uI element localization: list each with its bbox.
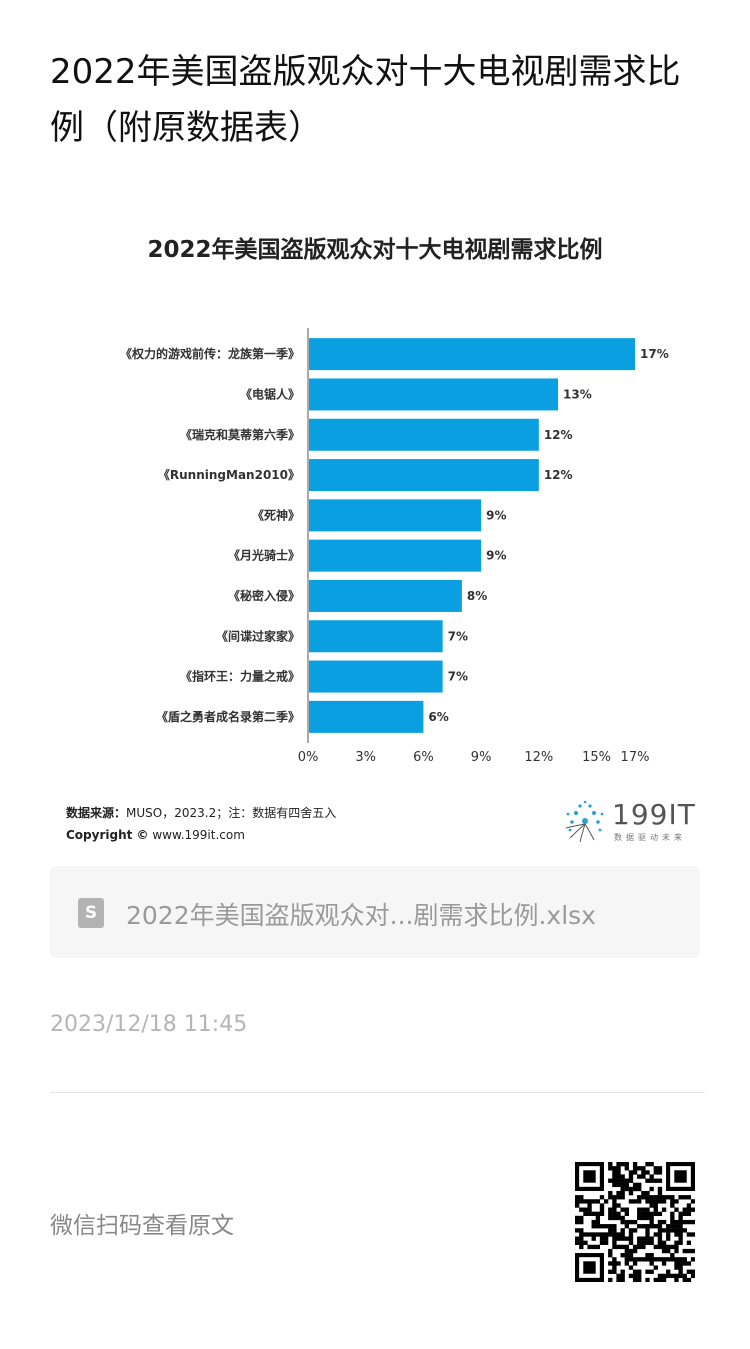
- divider: [50, 1092, 705, 1093]
- logo-text: 199IT: [612, 798, 696, 831]
- source-label: 数据来源：: [66, 806, 127, 820]
- bar: [309, 620, 443, 653]
- category-label: 《盾之勇者成名录第二季》: [156, 709, 300, 724]
- chart-source: 数据来源：MUSO，2023.2；注：数据有四舍五入 Copyright © w…: [66, 802, 336, 846]
- x-tick-label: 12%: [524, 750, 553, 765]
- category-label: 《电锯人》: [240, 386, 300, 401]
- category-label: 《秘密入侵》: [228, 588, 300, 603]
- bar: [309, 579, 462, 612]
- bar-value-label: 12%: [544, 428, 573, 442]
- chart-image: 2022年美国盗版观众对十大电视剧需求比例 《权力的游戏前传：龙族第一季》 17%…: [0, 210, 750, 860]
- attachment-file-card[interactable]: S 2022年美国盗版观众对...剧需求比例.xlsx: [50, 866, 700, 958]
- bar: [309, 539, 482, 572]
- category-label: 《指环王：力量之戒》: [180, 669, 300, 684]
- category-label: 《死神》: [252, 507, 300, 522]
- bar-value-label: 8%: [467, 589, 487, 603]
- page-title: 2022年美国盗版观众对十大电视剧需求比例（附原数据表）: [50, 52, 681, 148]
- category-label: 《瑞克和莫蒂第六季》: [180, 427, 300, 442]
- bar: [309, 700, 424, 733]
- category-label: 《RunningMan2010》: [158, 467, 300, 482]
- chart-title: 2022年美国盗版观众对十大电视剧需求比例: [147, 237, 603, 263]
- bar: [309, 338, 635, 371]
- source-text: MUSO，2023.2；注：数据有四舍五入: [126, 806, 337, 820]
- x-tick-label: 15%: [582, 750, 611, 765]
- bar-value-label: 13%: [563, 387, 592, 401]
- bar-value-label: 7%: [448, 670, 468, 684]
- category-label: 《月光骑士》: [228, 548, 300, 563]
- bar: [309, 378, 559, 411]
- bar-chart: 《权力的游戏前传：龙族第一季》 17% 《电锯人》 13% 《瑞克和莫蒂第六季》 12% 《…: [120, 328, 669, 765]
- bar: [309, 499, 482, 532]
- x-tick-label: 9%: [471, 750, 492, 765]
- bar-value-label: 9%: [486, 549, 506, 563]
- dandelion-icon: [565, 800, 604, 843]
- bar-value-label: 17%: [640, 347, 669, 361]
- bar-value-label: 12%: [544, 468, 573, 482]
- category-label: 《间谍过家家》: [216, 628, 300, 643]
- spreadsheet-file-icon: S: [78, 898, 104, 928]
- x-tick-label: 0%: [298, 750, 319, 765]
- bar-value-label: 7%: [448, 629, 468, 643]
- copyright-text: www.199it.com: [148, 828, 245, 842]
- 199it-logo: 199IT 数据驱动未来: [560, 798, 710, 848]
- bar: [309, 418, 539, 451]
- bar: [309, 660, 443, 693]
- bar: [309, 459, 539, 492]
- copyright-label: Copyright ©: [66, 828, 149, 842]
- attachment-file-name[interactable]: 2022年美国盗版观众对...剧需求比例.xlsx: [126, 901, 596, 930]
- bar-value-label: 6%: [428, 710, 448, 724]
- x-tick-label: 6%: [413, 750, 434, 765]
- qr-code[interactable]: [575, 1162, 695, 1282]
- x-tick-label: 17%: [621, 750, 650, 765]
- bar-value-label: 9%: [486, 508, 506, 522]
- scan-hint: 微信扫码查看原文: [50, 1213, 234, 1239]
- publish-date: 2023/12/18 11:45: [50, 1012, 248, 1037]
- logo-subtitle: 数据驱动未来: [614, 833, 686, 842]
- x-tick-label: 3%: [355, 750, 376, 765]
- category-label: 《权力的游戏前传：龙族第一季》: [120, 346, 300, 361]
